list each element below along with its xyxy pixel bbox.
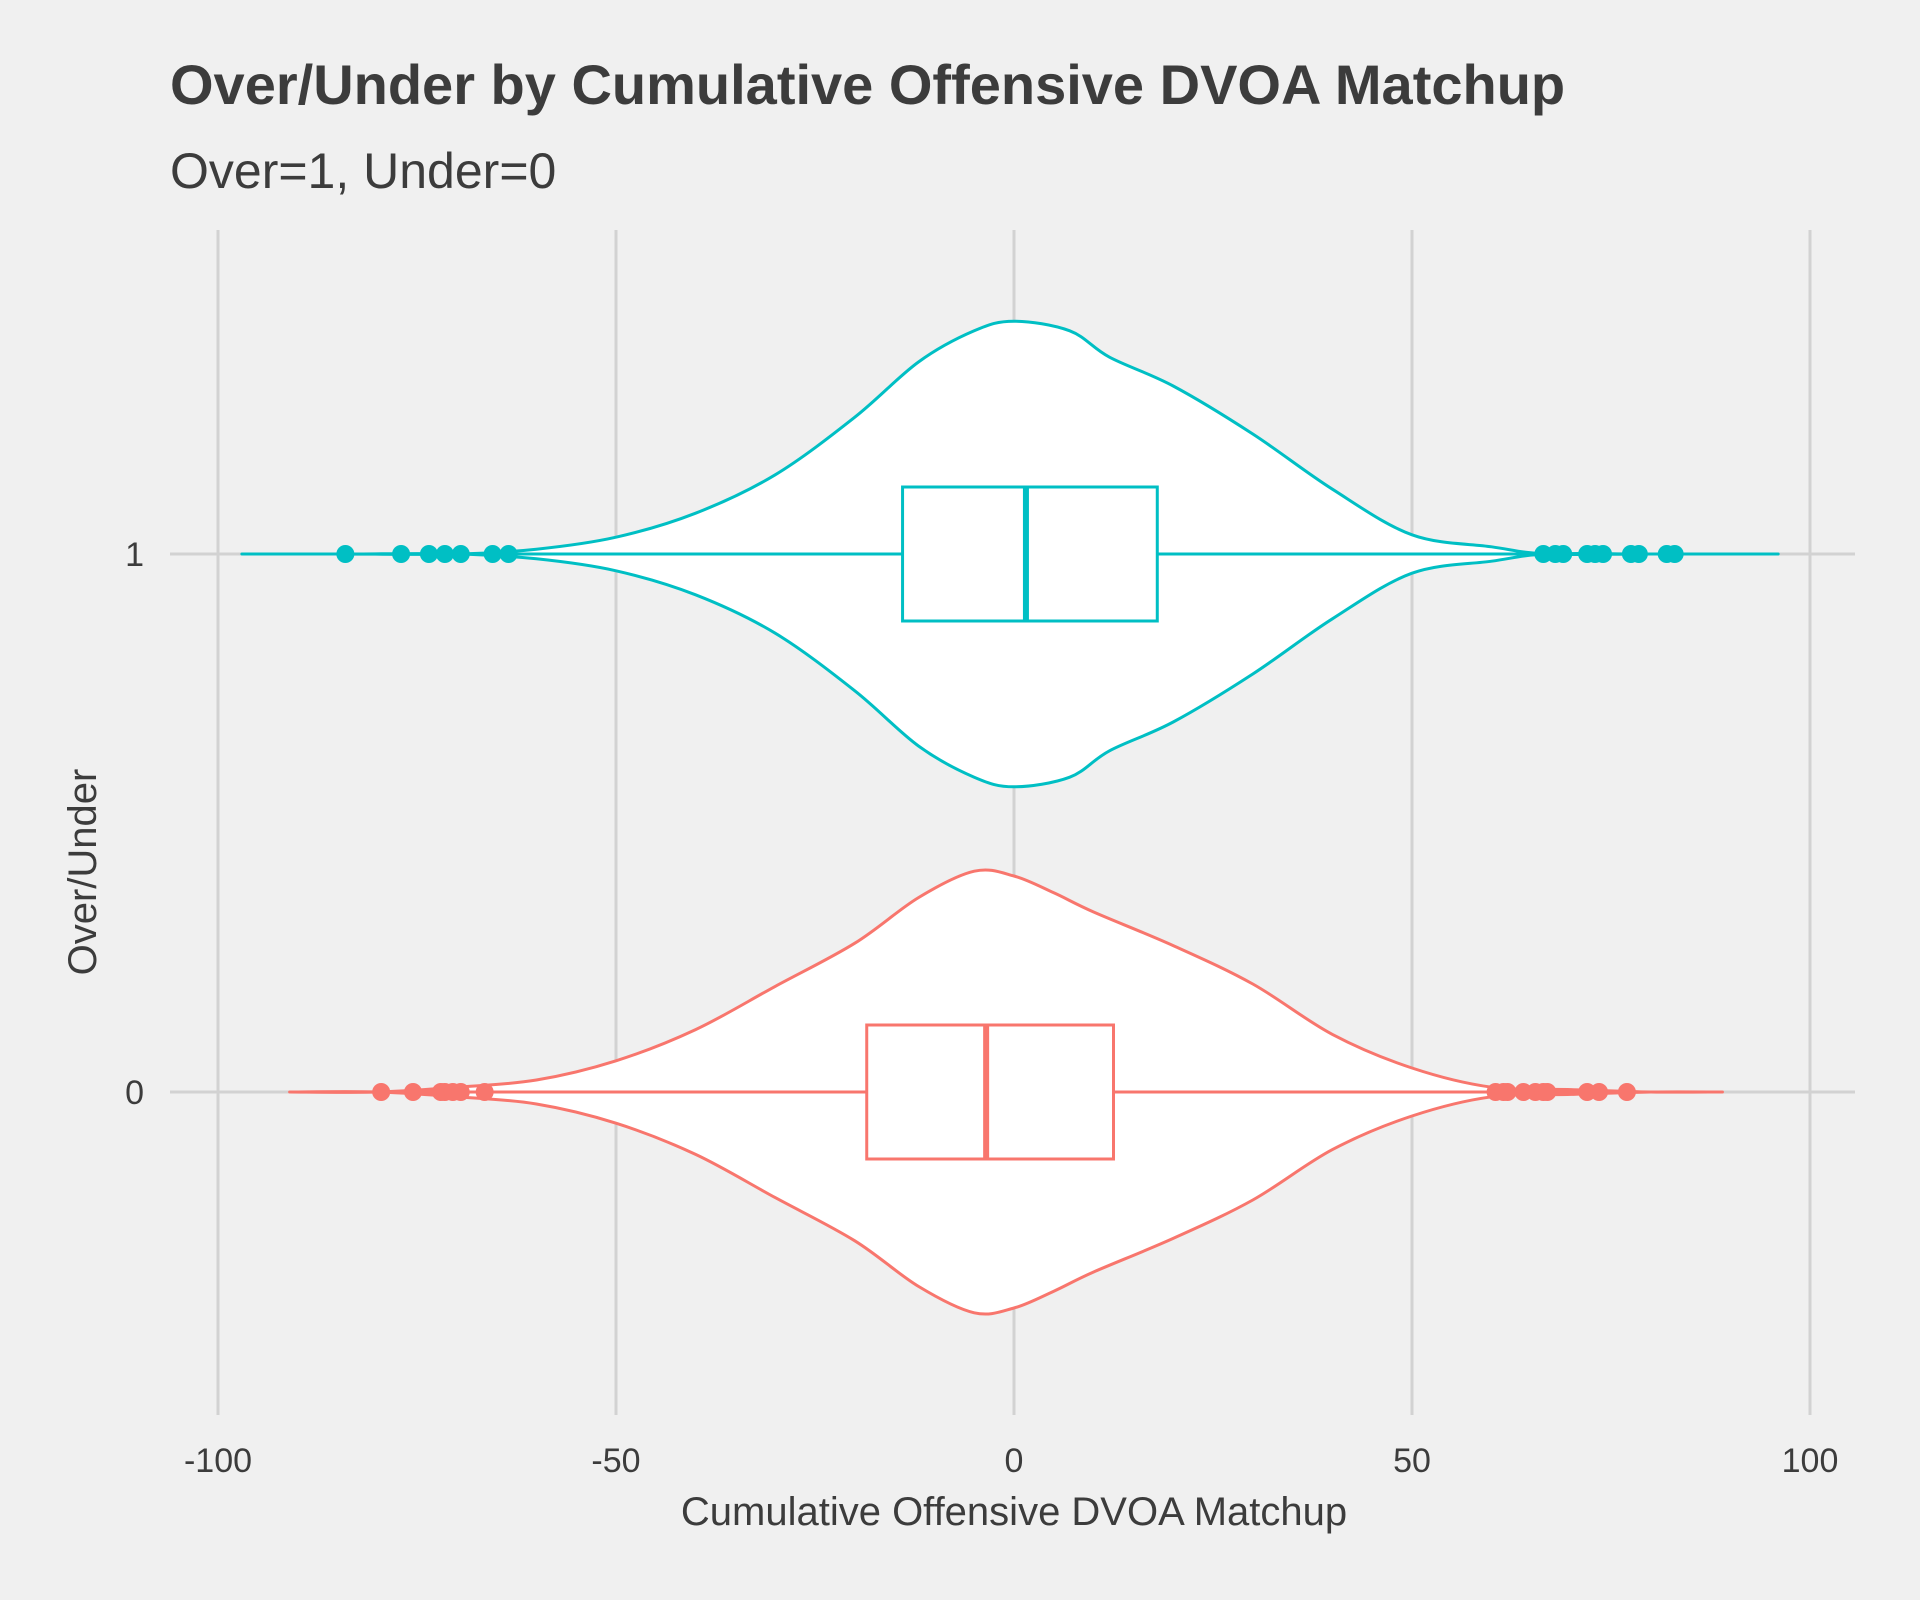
outlier-point <box>1554 545 1573 563</box>
outlier-point <box>392 545 411 563</box>
y-tick-label: 0 <box>125 1074 144 1112</box>
x-tick-label: 100 <box>1782 1442 1839 1480</box>
chart-title: Over/Under by Cumulative Offensive DVOA … <box>170 53 1566 116</box>
iqr-box <box>865 1023 1115 1161</box>
y-tick-label: 1 <box>125 536 144 574</box>
violins <box>240 319 1780 1316</box>
violin-group-1 <box>240 319 1780 789</box>
x-tick-label: 0 <box>1005 1442 1024 1480</box>
x-tick-label: -50 <box>591 1442 640 1480</box>
outlier-point <box>336 545 355 563</box>
iqr-box <box>901 485 1159 623</box>
outlier-point <box>435 545 454 563</box>
outlier-point <box>451 1083 470 1101</box>
outlier-point <box>1538 1083 1557 1101</box>
outlier-point <box>1665 545 1684 563</box>
y-axis-label: Over/Under <box>61 769 105 976</box>
outlier-point <box>475 1083 494 1101</box>
outlier-point <box>404 1083 423 1101</box>
outlier-point <box>1617 1083 1636 1101</box>
axis-ticks: -100 -50 0 50 100 0 1 <box>125 536 1838 1480</box>
outlier-point <box>419 545 438 563</box>
violin-group-0 <box>288 868 1724 1316</box>
outlier-point <box>1594 545 1613 563</box>
outlier-point <box>1590 1083 1609 1101</box>
outlier-point <box>483 545 502 563</box>
outlier-point <box>1629 545 1648 563</box>
outlier-point <box>499 545 518 563</box>
x-axis-label: Cumulative Offensive DVOA Matchup <box>681 1490 1347 1534</box>
x-tick-label: -100 <box>184 1442 252 1480</box>
chart-subtitle: Over=1, Under=0 <box>170 143 557 199</box>
outlier-point <box>451 545 470 563</box>
x-tick-label: 50 <box>1393 1442 1431 1480</box>
outlier-point <box>1498 1083 1517 1101</box>
outlier-point <box>372 1083 391 1101</box>
